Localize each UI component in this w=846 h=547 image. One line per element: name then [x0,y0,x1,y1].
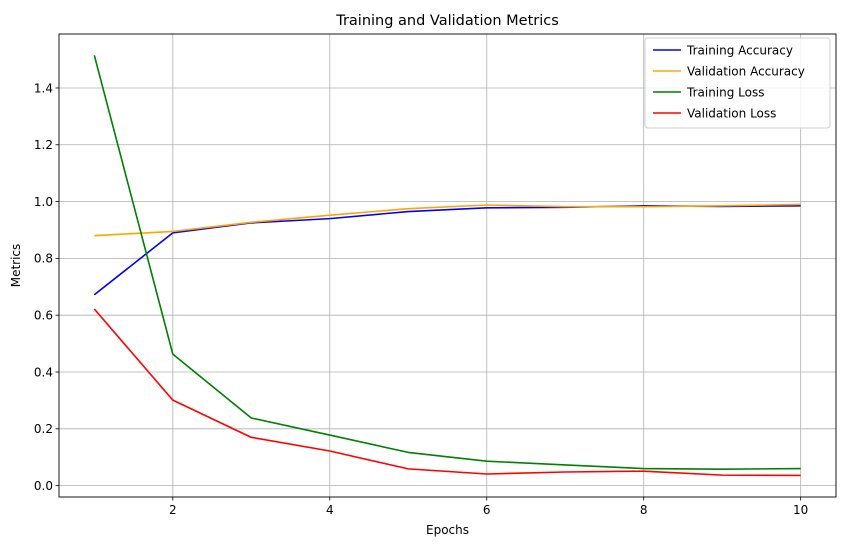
x-tick-label: 6 [483,503,491,517]
plot-frame [58,33,837,498]
x-tick-label: 10 [793,503,808,517]
y-tick-label: 0.0 [34,479,53,493]
series-line-training-loss [93,55,801,470]
x-axis-label: Epochs [426,523,469,537]
legend: Training Accuracy Validation Accuracy Trai… [644,37,831,129]
legend-label: Validation Loss [687,106,776,120]
y-tick-label: 1.0 [34,195,53,209]
chart-title: Training and Validation Metrics [335,13,559,29]
y-tick-label: 0.4 [34,365,53,379]
y-tick-label: 1.2 [34,138,53,152]
legend-label: Training Loss [686,85,764,99]
y-tick-label: 0.6 [34,309,53,323]
series-line-validation-accuracy [94,203,801,237]
legend-label: Validation Accuracy [687,64,805,78]
y-tick-label: 0.2 [34,422,53,436]
y-axis-label: Metrics [9,244,23,288]
legend-label: Training Accuracy [686,43,793,57]
series-line-validation-loss [93,308,801,477]
y-tick-label: 1.4 [34,81,53,95]
legend-box [644,37,831,129]
y-tick-label: 0.8 [34,252,53,266]
x-tick-label: 8 [640,503,648,517]
series-line-training-accuracy [93,205,801,296]
x-tick-label: 2 [169,503,177,517]
x-tick-label: 4 [326,503,334,517]
